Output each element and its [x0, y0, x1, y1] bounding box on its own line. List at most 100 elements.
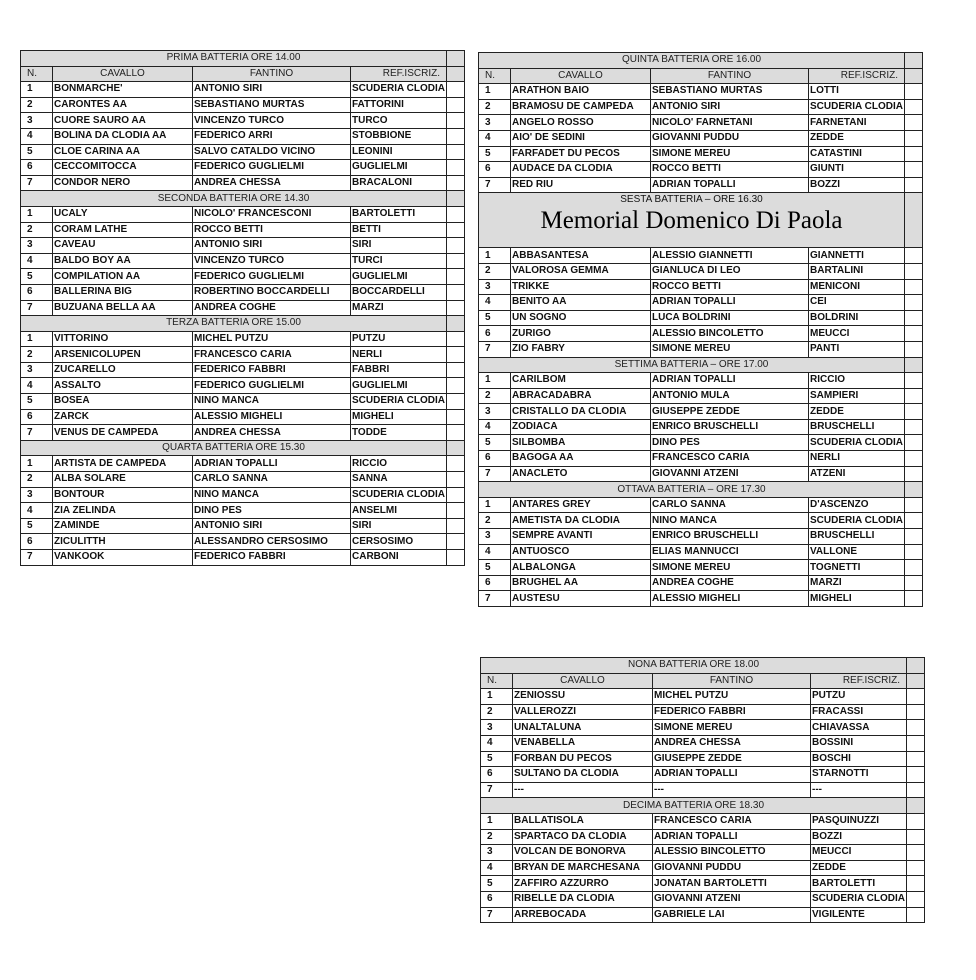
cell-ref: SCUDERIA CLODIA [350, 486, 447, 504]
cell-ref: MIGHELI [808, 590, 905, 607]
table-row: 5 FORBAN DU PECOS GIUSEPPE ZEDDE BOSCHI [480, 750, 926, 768]
cell-ref: BRACALONI [350, 174, 447, 192]
table-row: 3 CAVEAU ANTONIO SIRI SIRI [20, 237, 465, 254]
cell-ref: RICCIO [808, 372, 905, 389]
empty-cell [906, 875, 926, 892]
table-row: 6 RIBELLE DA CLODIA GIOVANNI ATZENI SCUDERI… [480, 890, 926, 908]
empty-cell [906, 750, 926, 768]
cell-ref: BARTALINI [808, 262, 905, 280]
cell-number: 6 [478, 161, 511, 178]
cell-fantino: CARLO SANNA [192, 471, 351, 488]
cell-cavallo: AUDACE DA CLODIA [510, 161, 651, 178]
cell-cavallo: TRIKKE [510, 278, 651, 296]
empty-cell [446, 50, 465, 67]
cell-number: 3 [480, 844, 513, 861]
cell-ref: TURCI [350, 252, 447, 270]
batteria-title-row: NONA BATTERIA ORE 18.00 [479, 657, 926, 674]
cell-ref: VALLONE [808, 543, 905, 561]
empty-cell [904, 372, 923, 389]
cell-fantino: ENRICO BRUSCHELLI [650, 418, 809, 436]
cell-number: 2 [20, 346, 53, 363]
cell-fantino: MICHEL PUTZU [652, 688, 811, 705]
column-header-row: N. CAVALLO FANTINO REF.ISCRIZ. [480, 672, 926, 690]
table-row: 1 ARTISTA DE CAMPEDA ADRIAN TOPALLI RICCIO [20, 455, 465, 473]
cell-fantino: ADRIAN TOPALLI [650, 294, 809, 311]
cell-cavallo: ZUCARELLO [52, 361, 193, 379]
cell-cavallo: BRUGHEL AA [510, 574, 651, 592]
cell-ref: BOCCARDELLI [350, 283, 447, 301]
table-row: 4 BOLINA DA CLODIA AA FEDERICO ARRI STOBBIO… [20, 127, 465, 145]
cell-cavallo: CARONTES AA [52, 96, 193, 114]
cell-number: 1 [20, 205, 53, 223]
cell-fantino: FEDERICO ARRI [192, 127, 351, 145]
empty-cell [904, 512, 923, 530]
cell-number: 7 [478, 590, 511, 607]
cell-cavallo: SULTANO DA CLODIA [512, 766, 653, 783]
cell-fantino: VINCENZO TURCO [192, 112, 351, 129]
cell-fantino: SIMONE MEREU [652, 719, 811, 736]
cell-cavallo: CLOE CARINA AA [52, 143, 193, 161]
cell-cavallo: UNALTALUNA [512, 719, 653, 736]
cell-number: 3 [478, 114, 511, 131]
cell-fantino: SALVO CATALDO VICINO [192, 143, 351, 161]
batteria-title-row: DECIMA BATTERIA ORE 18.30 [479, 797, 926, 814]
cell-ref: SCUDERIA CLODIA [808, 434, 905, 452]
cell-fantino: GIUSEPPE ZEDDE [650, 403, 809, 420]
cell-ref: GIANNETTI [808, 247, 905, 264]
empty-cell [446, 346, 465, 363]
cell-ref: PUTZU [350, 330, 447, 348]
batteria-title-row: SECONDA BATTERIA ORE 14.30 [20, 190, 465, 207]
table-row: 2 VALLEROZZI FEDERICO FABBRI FRACASSI [480, 703, 926, 721]
cell-ref: CHIAVASSA [809, 719, 908, 736]
empty-cell [446, 330, 465, 348]
cell-fantino: --- [652, 781, 811, 799]
cell-ref: FABBRI [350, 361, 447, 379]
cell-cavallo: CORAM LATHE [52, 221, 193, 239]
cell-cavallo: CONDOR NERO [52, 174, 193, 192]
cell-ref: FATTORINI [350, 96, 447, 114]
cell-fantino: ROCCO BETTI [650, 278, 809, 296]
cell-fantino: ADRIAN TOPALLI [652, 766, 811, 783]
table-row: 7 ZIO FABRY SIMONE MEREU PANTI [478, 340, 923, 358]
cell-fantino: ELIAS MANNUCCI [650, 543, 809, 561]
empty-cell [446, 283, 465, 301]
table-row: 5 COMPILATION AA FEDERICO GUGLIELMI GUGLIEL… [20, 268, 465, 285]
cell-fantino: ANDREA CHESSA [192, 424, 351, 441]
table-row: 5 ALBALONGA SIMONE MEREU TOGNETTI [478, 559, 923, 576]
empty-cell [446, 361, 465, 379]
cell-number: 5 [20, 517, 53, 535]
cell-ref: BOSSINI [809, 734, 908, 752]
cell-number: 3 [478, 403, 511, 420]
table-row: 2 ABRACADABRA ANTONIO MULA SAMPIERI [478, 387, 923, 405]
cell-number: 5 [480, 875, 513, 892]
cell-cavallo: ARSENICOLUPEN [52, 346, 193, 363]
cell-number: 1 [20, 81, 53, 98]
cell-cavallo: COMPILATION AA [52, 268, 193, 285]
cell-cavallo: BUZUANA BELLA AA [52, 299, 193, 317]
cell-cavallo: UCALY [52, 205, 193, 223]
cell-ref: MARZI [808, 574, 905, 592]
table-row: 2 ALBA SOLARE CARLO SANNA SANNA [20, 471, 465, 488]
cell-ref: SCUDERIA CLODIA [808, 98, 905, 116]
cell-fantino: ADRIAN TOPALLI [650, 176, 809, 194]
cell-number: 1 [478, 83, 511, 100]
empty-cell [904, 176, 923, 194]
cell-fantino: GIOVANNI PUDDU [652, 859, 811, 877]
cell-number: 1 [480, 688, 513, 705]
cell-number: 3 [478, 278, 511, 296]
empty-cell [446, 299, 465, 317]
cell-cavallo: RED RIU [510, 176, 651, 194]
empty-cell [906, 734, 926, 752]
table-row: 7 CONDOR NERO ANDREA CHESSA BRACALONI [20, 174, 465, 192]
cell-ref: TOGNETTI [808, 559, 905, 576]
empty-cell [906, 719, 926, 736]
cell-number: 2 [20, 471, 53, 488]
cell-fantino: FEDERICO FABBRI [652, 703, 811, 721]
cell-ref: TURCO [350, 112, 447, 129]
cell-fantino: FRANCESCO CARIA [192, 346, 351, 363]
cell-ref: BRUSCHELLI [808, 418, 905, 436]
empty-cell [446, 221, 465, 239]
cell-cavallo: BONMARCHE' [52, 81, 193, 98]
cell-cavallo: FORBAN DU PECOS [512, 750, 653, 768]
table-row: 7 ANACLETO GIOVANNI ATZENI ATZENI [478, 465, 923, 483]
